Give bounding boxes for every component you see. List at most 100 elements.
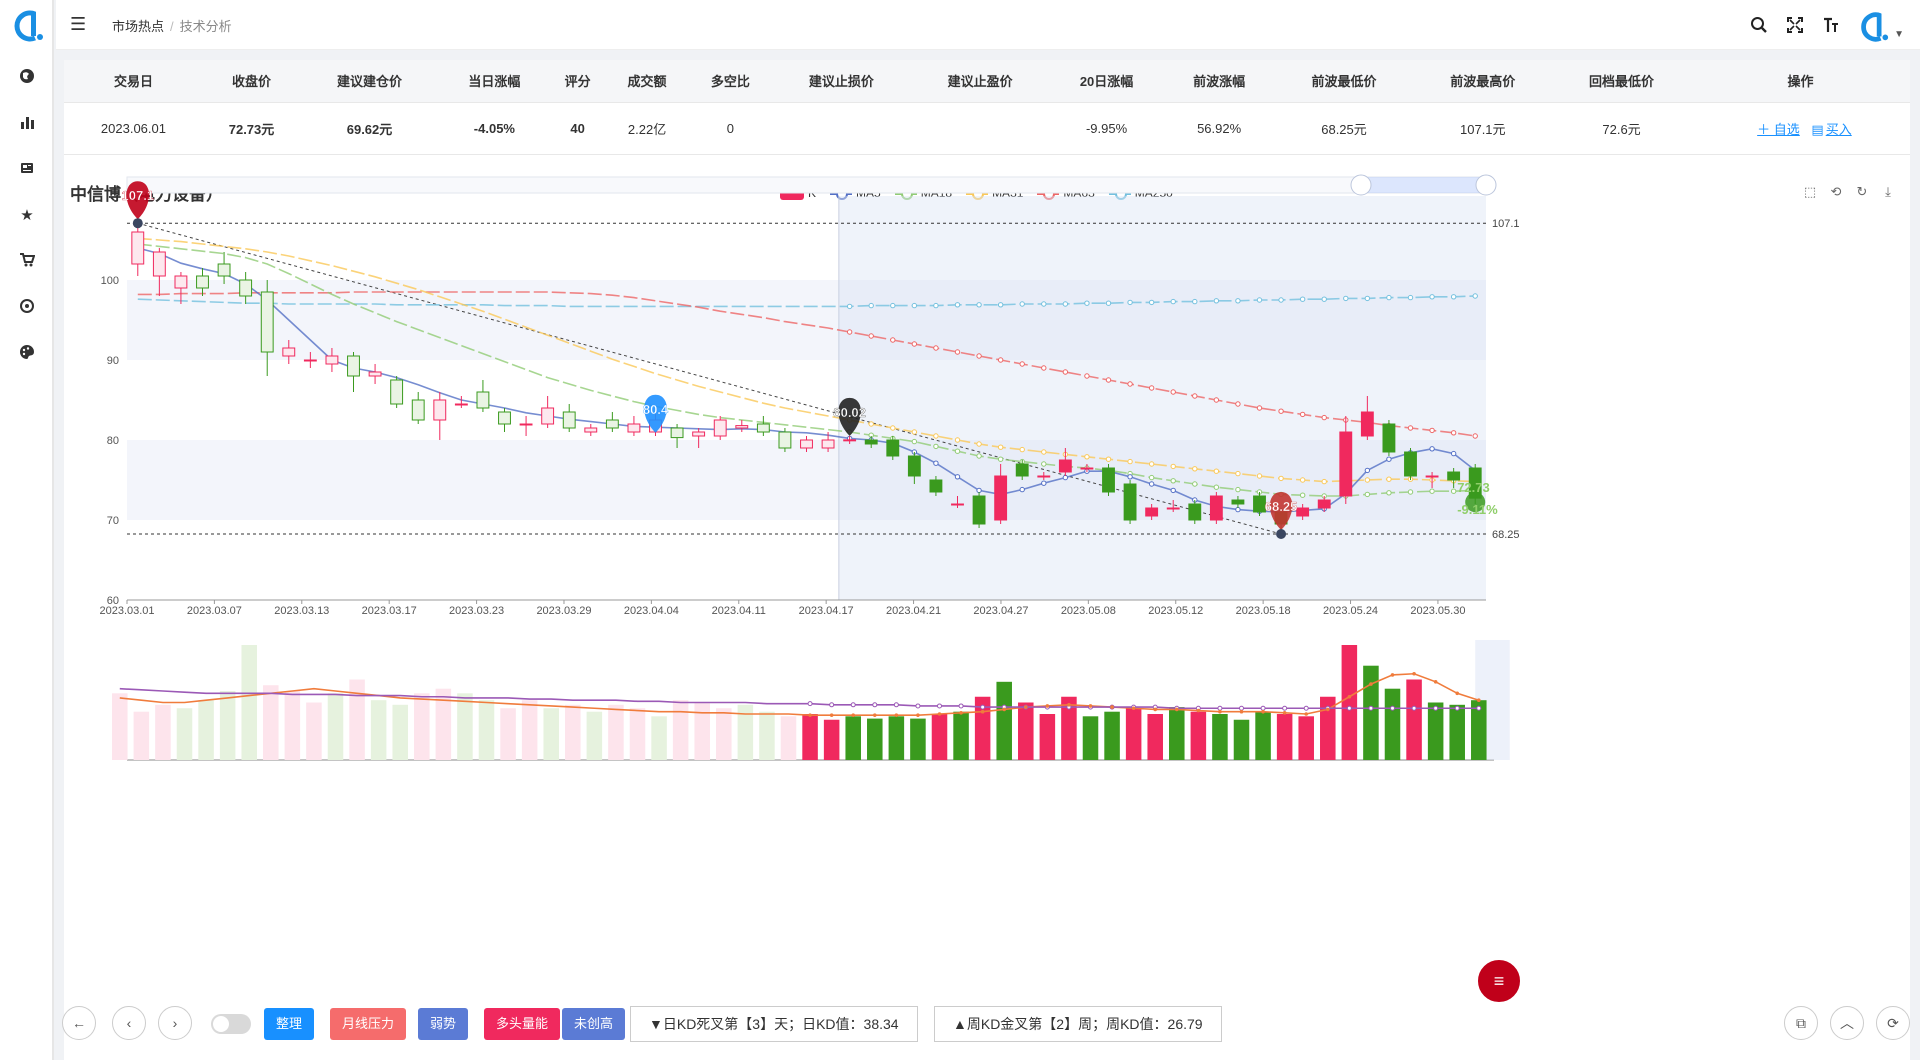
volume-bar [629, 708, 646, 760]
volume-bar [263, 685, 279, 760]
signal-tag[interactable]: 整理 [264, 1008, 315, 1040]
ma250-line-point [1148, 299, 1155, 306]
ma63-line-point [1450, 430, 1457, 436]
ma250-line-point [846, 303, 853, 310]
candle [1209, 495, 1223, 521]
fullscreen-icon[interactable] [1784, 16, 1806, 38]
scroll-top-icon[interactable]: ︿ [1830, 1006, 1864, 1040]
volume-bar [845, 716, 861, 760]
ma63-line-point [1192, 393, 1198, 399]
ma5-line-point [954, 474, 961, 480]
prev-chevron-icon[interactable]: ‹ [112, 1006, 146, 1040]
volume-ma-long-point [850, 702, 856, 708]
column-header: 20日涨幅 [1049, 60, 1164, 103]
ma5-line-point [1235, 506, 1241, 513]
volume-ma-short-point [1002, 707, 1007, 712]
signal-tag[interactable]: 弱势 [418, 1008, 469, 1040]
copy-icon[interactable]: ⧉ [1784, 1006, 1818, 1040]
font-size-icon[interactable] [1820, 16, 1842, 38]
menu-toggle-icon[interactable]: ☰ [70, 14, 87, 34]
ma63-line-point [1084, 373, 1090, 379]
cell-date: 2023.06.01 [64, 102, 203, 155]
next-chevron-icon[interactable]: › [158, 1006, 192, 1040]
volume-bar [1039, 714, 1056, 760]
breadcrumb-parent[interactable]: 市场热点 [112, 19, 165, 34]
column-header: 收盘价 [202, 60, 301, 103]
volume-ma-long-point [1411, 705, 1417, 711]
candle [972, 495, 986, 525]
candle [821, 439, 835, 449]
bar-chart-icon[interactable] [17, 114, 37, 134]
candle [951, 503, 964, 506]
signal-tag[interactable]: 未创高 [562, 1008, 626, 1040]
ma5-line-point [1127, 474, 1133, 480]
ma5-line-point [1364, 467, 1371, 474]
avatar[interactable] [1856, 10, 1890, 44]
ma18-line-point [997, 456, 1004, 462]
volume-ma-short-point [1023, 705, 1028, 709]
ma18-line-point [1170, 478, 1176, 484]
avatar-dropdown-icon[interactable]: ▼ [1894, 28, 1904, 40]
candle [692, 431, 706, 437]
candle [1145, 507, 1159, 517]
volume-ma-long-point [1239, 705, 1244, 711]
volume-ma-long-point [1303, 705, 1309, 711]
zoom-reset-icon[interactable]: ⟲ [1830, 184, 1842, 199]
candle [864, 439, 878, 445]
cell-build-price: 69.62元 [300, 102, 439, 155]
volume-ma-long-point [1433, 705, 1439, 711]
highlight-region [838, 196, 1486, 600]
search-icon[interactable] [1748, 16, 1770, 38]
datazoom-handle-right [1475, 174, 1497, 196]
ma63-line-point [997, 357, 1004, 363]
ma18-line-point [1429, 488, 1435, 494]
candle [843, 439, 857, 442]
globe-icon[interactable] [17, 68, 37, 88]
ma31-line-point [997, 444, 1004, 450]
add-watchlist-link[interactable]: ＋ 自选 [1757, 121, 1800, 137]
logo-icon[interactable] [9, 8, 45, 44]
volume-bar [694, 702, 710, 760]
ma31-line-point [1256, 473, 1263, 479]
candle [1253, 495, 1266, 513]
ma63-line-point [1105, 377, 1112, 383]
reference-line-label: 68.25 [1492, 529, 1520, 541]
restore-icon[interactable]: ↻ [1856, 184, 1868, 199]
x-tick-label: 2023.05.30 [1410, 605, 1465, 617]
kline-chart[interactable]: 60 70 80 90 100 2023.03.01 2023.03.07 2023.03.1… [64, 60, 1910, 940]
signal-tag[interactable]: 月线压力 [330, 1008, 407, 1040]
x-tick-label: 2023.05.08 [1061, 605, 1116, 617]
y-tick-label: 100 [101, 275, 119, 287]
candle [239, 279, 253, 297]
candle [325, 355, 339, 365]
volume-ma-short-point [851, 713, 856, 717]
volume-ma-long-point [1346, 705, 1352, 711]
ma63-line [137, 291, 1476, 437]
save-image-icon[interactable]: ⤓ [1885, 184, 1891, 199]
ma18-line-point [954, 448, 961, 454]
volume-ma-long-point [980, 704, 986, 710]
candle [498, 411, 511, 425]
volume-ma-short-point [1218, 709, 1222, 714]
toggle-switch[interactable] [211, 1014, 251, 1034]
zoom-area-icon[interactable]: ⬚ [1803, 184, 1817, 199]
target-icon[interactable] [17, 298, 37, 318]
volume-bar [1298, 716, 1314, 760]
menu-float-button[interactable]: ≡ [1478, 960, 1520, 1002]
datazoom-window [1361, 177, 1486, 193]
volume-ma-short-point [1455, 691, 1460, 696]
star-icon[interactable]: ★ [20, 207, 34, 224]
back-arrow-icon[interactable]: ← [62, 1006, 96, 1040]
news-icon[interactable] [17, 160, 37, 180]
buy-link[interactable]: ▤ 买入 [1811, 122, 1851, 137]
refresh-icon[interactable]: ⟳ [1876, 1006, 1910, 1040]
ma63-line-point [1321, 414, 1327, 421]
cart-icon[interactable] [17, 252, 37, 272]
ma63-line-point [890, 337, 896, 343]
ma18-line-point [1386, 490, 1392, 496]
palette-icon[interactable] [17, 344, 37, 364]
signal-tag[interactable]: 多头量能 [484, 1008, 561, 1040]
candle [907, 455, 921, 477]
ma5-line-point [933, 460, 939, 466]
volume-ma-short-point [1304, 712, 1309, 716]
